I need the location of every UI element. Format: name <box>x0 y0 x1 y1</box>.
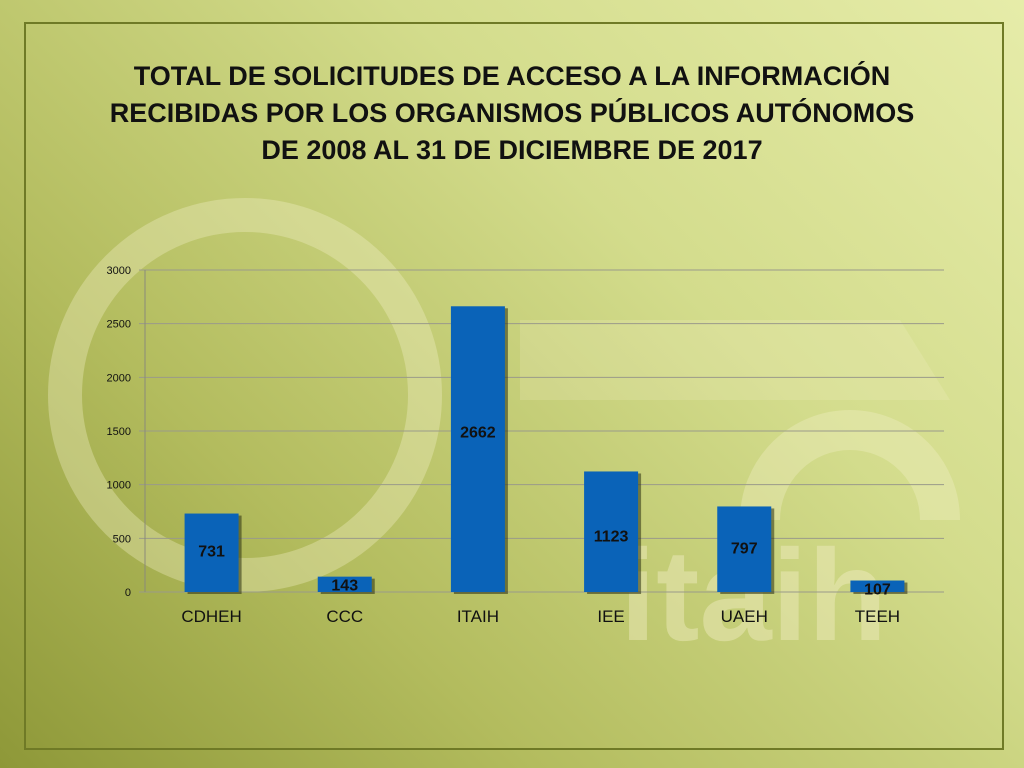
x-tick-label: IEE <box>597 607 624 626</box>
x-tick-label: CCC <box>326 607 363 626</box>
bar-uaeh <box>717 506 772 592</box>
y-tick-label: 500 <box>113 533 131 545</box>
x-tick-label: TEEH <box>855 607 900 626</box>
x-tick-label: CDHEH <box>181 607 241 626</box>
x-tick-label: UAEH <box>721 607 768 626</box>
data-label: 107 <box>864 582 891 599</box>
gridlines <box>139 269 944 593</box>
data-label: 2662 <box>460 425 496 442</box>
y-tick-label: 2500 <box>107 319 131 331</box>
bar-cdheh <box>184 513 239 592</box>
title-line: DE 2008 AL 31 DE DICIEMBRE DE 2017 <box>261 135 763 165</box>
x-tick-label: ITAIH <box>457 607 499 626</box>
data-label: 731 <box>198 544 225 561</box>
bar-teeh <box>850 580 905 592</box>
y-tick-label: 1500 <box>107 426 131 438</box>
y-tick-label: 0 <box>125 587 131 599</box>
y-tick-label: 3000 <box>107 265 131 277</box>
y-tick-label: 2000 <box>107 372 131 384</box>
data-label: 797 <box>731 541 758 558</box>
labels: 0 500 1000 1500 2000 2500 3000 CDHEH 731 CCC 143 IT… <box>107 265 901 626</box>
slide-frame <box>24 22 1004 750</box>
bar-itaih <box>450 306 505 592</box>
bar-ccc <box>317 576 372 592</box>
bars <box>184 306 908 594</box>
bar-iee <box>584 471 639 592</box>
title-line: RECIBIDAS POR LOS ORGANISMOS PÚBLICOS AU… <box>109 98 915 128</box>
data-label: 143 <box>331 578 358 595</box>
chart-title: TOTAL DE SOLICITUDES DE ACCESO A LA INFO… <box>40 58 984 169</box>
y-tick-label: 1000 <box>107 480 131 492</box>
data-label: 1123 <box>594 528 629 545</box>
title-line: TOTAL DE SOLICITUDES DE ACCESO A LA INFO… <box>133 61 891 91</box>
